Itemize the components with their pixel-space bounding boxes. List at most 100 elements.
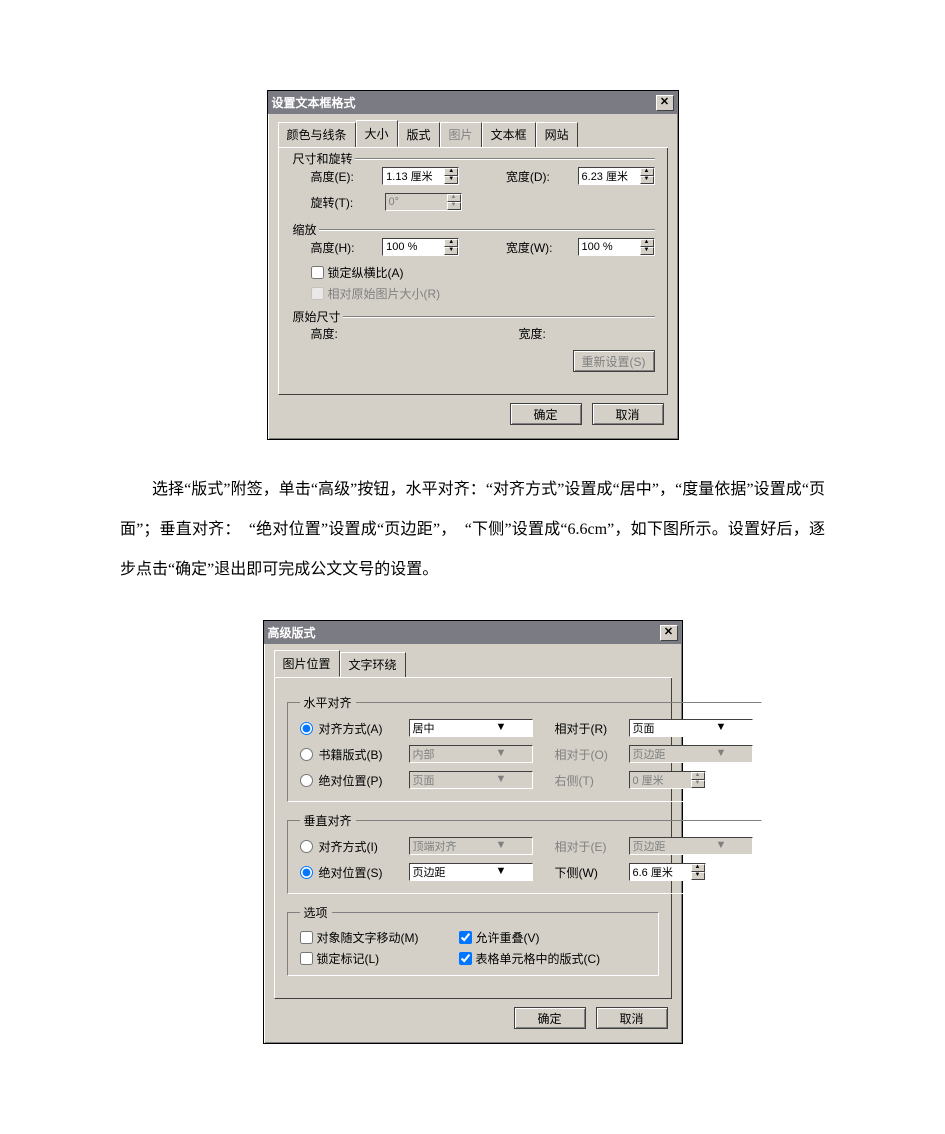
spin-up-icon: ▲ [447, 194, 461, 202]
group-vertical: 垂直对齐 对齐方式(I) 顶端对齐▼ 相对于(E) 页边距▼ 绝对位置(S) 页… [287, 812, 762, 894]
dialog-title: 设置文本框格式 [272, 94, 356, 111]
v-abs-label: 绝对位置(S) [319, 864, 405, 881]
cancel-button[interactable]: 取消 [592, 403, 664, 425]
spin-down-icon[interactable]: ▼ [444, 247, 458, 255]
lock-anchor-checkbox[interactable]: 锁定标记(L) [300, 950, 419, 967]
group-horizontal-label: 水平对齐 [300, 694, 356, 711]
allow-overlap-checkbox[interactable]: 允许重叠(V) [459, 929, 601, 946]
chevron-down-icon: ▼ [471, 838, 532, 854]
close-icon[interactable]: ✕ [656, 95, 674, 111]
rotate-input: ▲▼ [385, 193, 462, 211]
move-with-text-checkbox[interactable]: 对象随文字移动(M) [300, 929, 419, 946]
relative-original-checkbox: 相对原始图片大小(R) [311, 285, 655, 302]
ok-button[interactable]: 确定 [510, 403, 582, 425]
v-abs-combo[interactable]: 页边距▼ [409, 863, 533, 881]
scale-height-label: 高度(H): [311, 239, 379, 256]
titlebar: 设置文本框格式 ✕ [268, 91, 678, 114]
lock-aspect-checkbox[interactable]: 锁定纵横比(A) [311, 264, 655, 281]
chevron-down-icon[interactable]: ▼ [471, 720, 532, 736]
width-label: 宽度(D): [506, 168, 574, 185]
tab-layout[interactable]: 版式 [398, 122, 440, 147]
h-book-rel-label: 相对于(O) [555, 746, 625, 763]
spin-up-icon[interactable]: ▲ [640, 168, 654, 176]
chevron-down-icon: ▼ [691, 838, 752, 854]
titlebar: 高级版式 ✕ [264, 621, 682, 644]
v-below-label: 下侧(W) [555, 864, 625, 881]
instruction-paragraph: 选择“版式”附签，单击“高级”按钮，水平对齐：“对齐方式”设置成“居中”，“度量… [120, 470, 825, 590]
spin-up-icon[interactable]: ▲ [691, 864, 705, 872]
h-abs-combo: 页面▼ [409, 771, 533, 789]
tab-picture: 图片 [440, 122, 482, 147]
h-right-input: ▲▼ [629, 771, 706, 789]
scale-width-label: 宽度(W): [506, 239, 574, 256]
chevron-down-icon[interactable]: ▼ [691, 720, 752, 736]
group-options: 选项 对象随文字移动(M) 锁定标记(L) 允许重叠(V) 表格单元格中的版式(… [287, 904, 659, 976]
h-right-label: 右侧(T) [555, 772, 625, 789]
scale-height-input[interactable]: ▲▼ [382, 238, 459, 256]
orig-height-label: 高度: [311, 325, 381, 342]
spin-up-icon[interactable]: ▲ [444, 239, 458, 247]
h-book-combo: 内部▼ [409, 745, 533, 763]
ok-button[interactable]: 确定 [514, 1007, 586, 1029]
cancel-button[interactable]: 取消 [596, 1007, 668, 1029]
spin-down-icon: ▼ [691, 780, 705, 788]
h-rel-combo[interactable]: 页面▼ [629, 719, 753, 737]
v-rel-label: 相对于(E) [555, 838, 625, 855]
spin-down-icon[interactable]: ▼ [640, 176, 654, 184]
tabstrip: 图片位置 文字环绕 [274, 652, 672, 678]
h-book-radio[interactable] [300, 748, 313, 761]
h-abs-label: 绝对位置(P) [319, 772, 405, 789]
h-rel-label: 相对于(R) [555, 720, 625, 737]
dialog-title: 高级版式 [268, 624, 316, 641]
h-abs-radio[interactable] [300, 774, 313, 787]
width-input[interactable]: ▲▼ [578, 167, 655, 185]
height-label: 高度(E): [311, 168, 379, 185]
advanced-layout-dialog: 高级版式 ✕ 图片位置 文字环绕 水平对齐 对齐方式(A) 居中▼ 相对于(R)… [263, 620, 683, 1044]
h-align-label: 对齐方式(A) [319, 720, 405, 737]
chevron-down-icon: ▼ [471, 772, 532, 788]
format-textbox-dialog: 设置文本框格式 ✕ 颜色与线条 大小 版式 图片 文本框 网站 尺寸和旋转 高度… [267, 90, 679, 440]
spin-up-icon: ▲ [691, 772, 705, 780]
spin-down-icon: ▼ [447, 202, 461, 210]
tab-picture-position[interactable]: 图片位置 [274, 650, 340, 677]
chevron-down-icon: ▼ [691, 746, 752, 762]
tab-textbox[interactable]: 文本框 [482, 122, 536, 147]
scale-width-input[interactable]: ▲▼ [578, 238, 655, 256]
v-align-combo: 顶端对齐▼ [409, 837, 533, 855]
tab-color-lines[interactable]: 颜色与线条 [278, 122, 356, 147]
v-abs-radio[interactable] [300, 866, 313, 879]
height-input[interactable]: ▲▼ [382, 167, 459, 185]
tab-size[interactable]: 大小 [356, 120, 398, 147]
group-original-label: 原始尺寸 [291, 308, 343, 325]
table-cell-layout-checkbox[interactable]: 表格单元格中的版式(C) [459, 950, 601, 967]
spin-down-icon[interactable]: ▼ [691, 872, 705, 880]
spin-down-icon[interactable]: ▼ [444, 176, 458, 184]
v-below-input[interactable]: ▲▼ [629, 863, 706, 881]
spin-up-icon[interactable]: ▲ [640, 239, 654, 247]
tab-text-wrap[interactable]: 文字环绕 [340, 652, 406, 677]
tabstrip: 颜色与线条 大小 版式 图片 文本框 网站 [278, 122, 668, 148]
tab-panel-size: 尺寸和旋转 高度(E): ▲▼ 宽度(D): ▲▼ 旋转(T): ▲▼ 缩放 高… [278, 147, 668, 395]
tab-web[interactable]: 网站 [536, 122, 578, 147]
rotate-label: 旋转(T): [311, 194, 381, 211]
h-align-combo[interactable]: 居中▼ [409, 719, 533, 737]
h-book-label: 书籍版式(B) [319, 746, 405, 763]
reset-button: 重新设置(S) [573, 350, 655, 372]
orig-width-label: 宽度: [519, 325, 589, 342]
group-horizontal: 水平对齐 对齐方式(A) 居中▼ 相对于(R) 页面▼ 书籍版式(B) 内部▼ … [287, 694, 762, 802]
spin-up-icon[interactable]: ▲ [444, 168, 458, 176]
v-align-radio[interactable] [300, 840, 313, 853]
group-scale-label: 缩放 [291, 221, 319, 238]
group-vertical-label: 垂直对齐 [300, 812, 356, 829]
chevron-down-icon: ▼ [471, 746, 532, 762]
group-size-rotate-label: 尺寸和旋转 [291, 150, 355, 167]
spin-down-icon[interactable]: ▼ [640, 247, 654, 255]
v-rel-combo: 页边距▼ [629, 837, 753, 855]
h-align-radio[interactable] [300, 722, 313, 735]
v-align-label: 对齐方式(I) [319, 838, 405, 855]
group-options-label: 选项 [300, 904, 332, 921]
tab-panel-position: 水平对齐 对齐方式(A) 居中▼ 相对于(R) 页面▼ 书籍版式(B) 内部▼ … [274, 677, 672, 999]
close-icon[interactable]: ✕ [660, 625, 678, 641]
h-book-rel-combo: 页边距▼ [629, 745, 753, 763]
chevron-down-icon[interactable]: ▼ [471, 864, 532, 880]
